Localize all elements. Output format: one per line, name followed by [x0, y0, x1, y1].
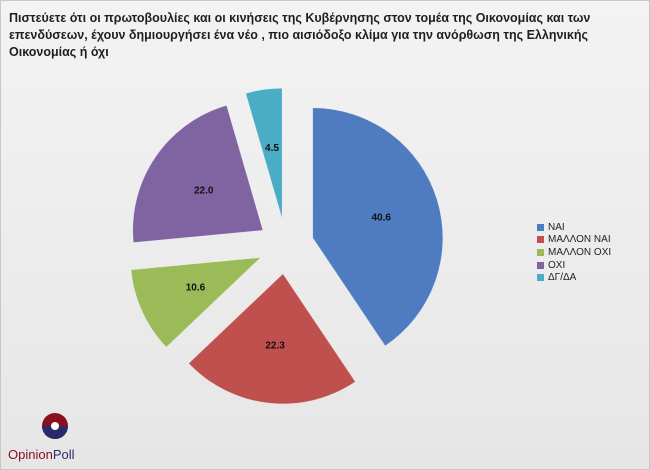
logo-text: OpinionPoll — [8, 447, 75, 462]
legend-swatch-2 — [537, 248, 544, 256]
legend-label-3: ΟΧΙ — [548, 259, 566, 271]
data-label-3: 22.0 — [194, 186, 214, 197]
pie-slice-3 — [132, 105, 264, 243]
legend-label-1: ΜΑΛΛΟΝ ΝΑΙ — [548, 234, 611, 246]
data-label-2: 10.6 — [186, 283, 206, 294]
chart-title: Πιστεύετε ότι οι πρωτοβουλίες και οι κιν… — [9, 11, 591, 59]
legend-swatch-4 — [537, 274, 544, 282]
pie-slice-4 — [245, 87, 283, 219]
legend-label-4: ΔΓ/ΔΑ — [548, 272, 577, 284]
legend-swatch-1 — [537, 236, 544, 244]
logo-text-opinion: Opinion — [8, 447, 53, 462]
data-label-0: 40.6 — [371, 213, 391, 224]
data-label-1: 22.3 — [265, 340, 285, 351]
opinionpoll-logo: OpinionPoll — [4, 405, 108, 463]
logo-text-poll: Poll — [52, 447, 75, 462]
pie-slice-1 — [188, 273, 356, 405]
legend-item-4: ΔΓ/ΔΑ — [537, 271, 611, 284]
chart-legend: ΝΑΙ ΜΑΛΛΟΝ ΝΑΙ ΜΑΛΛΟΝ ΟΧΙ ΟΧΙ ΔΓ/ΔΑ — [537, 221, 611, 284]
logo-circle-icon — [42, 413, 68, 439]
legend-label-0: ΝΑΙ — [548, 221, 565, 233]
legend-item-2: ΜΑΛΛΟΝ ΟΧΙ — [537, 246, 611, 259]
legend-item-3: ΟΧΙ — [537, 259, 611, 272]
legend-swatch-3 — [537, 261, 544, 269]
legend-label-2: ΜΑΛΛΟΝ ΟΧΙ — [548, 246, 612, 258]
legend-item-1: ΜΑΛΛΟΝ ΝΑΙ — [537, 234, 611, 247]
data-label-4: 4.5 — [265, 143, 279, 154]
legend-swatch-0 — [537, 223, 544, 231]
legend-item-0: ΝΑΙ — [537, 221, 611, 234]
pie-slice-2 — [130, 257, 262, 348]
pie-slice-0 — [312, 107, 444, 347]
